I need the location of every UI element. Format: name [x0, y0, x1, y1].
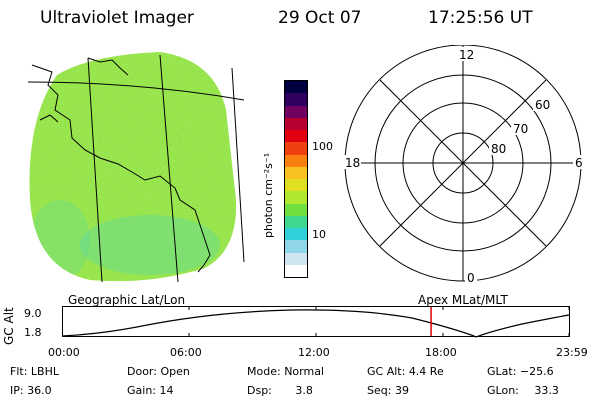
status-glon-value: 33.3 — [534, 384, 559, 397]
status-gain-value: 14 — [159, 384, 174, 397]
status-dsp: Dsp: 3.8 — [247, 384, 313, 397]
time-tick-0600: 06:00 — [170, 346, 202, 359]
status-flt: Flt: LBHL — [10, 365, 59, 378]
colorbar-stripe — [285, 117, 307, 130]
status-glat: GLat: −25.6 — [487, 365, 554, 378]
geo-grid — [27, 54, 245, 283]
status-glon: GLon: 33.3 — [487, 384, 559, 397]
date-label: 29 Oct 07 — [278, 8, 362, 28]
status-ip-value: 36.0 — [27, 384, 52, 397]
colorbar-unit-label: photon cm⁻²s⁻¹ — [262, 152, 275, 238]
mlt-label-0: 0 — [467, 271, 475, 285]
altitude-ytick-max: 9.0 — [24, 307, 42, 320]
status-seq-key: Seq: — [367, 384, 392, 397]
colorbar-stripe — [285, 203, 307, 216]
colorbar-tick-100: 100 — [312, 140, 333, 153]
colorbar-stripe — [285, 142, 307, 155]
status-gain: Gain: 14 — [127, 384, 174, 397]
status-seq: Seq: 39 — [367, 384, 409, 397]
status-dsp-key: Dsp: — [247, 384, 272, 397]
colorbar-stripe — [285, 191, 307, 204]
mlt-label-12: 12 — [459, 48, 474, 62]
time-tick-0000: 00:00 — [48, 346, 80, 359]
time-label: 17:25:56 UT — [428, 8, 533, 28]
colorbar-stripe — [285, 228, 307, 241]
status-door-key: Door: — [127, 365, 157, 378]
colorbar-stripe — [285, 130, 307, 143]
status-dsp-value: 3.8 — [295, 384, 313, 397]
status-flt-key: Flt: — [10, 365, 28, 378]
colorbar — [284, 80, 308, 278]
altitude-ylabel: GC Alt — [2, 307, 16, 345]
status-ip-key: IP: — [10, 384, 24, 397]
altitude-plot — [62, 306, 570, 338]
status-gcalt: GC Alt: 4.4 Re — [367, 365, 444, 378]
status-door-value: Open — [160, 365, 190, 378]
status-flt-value: LBHL — [30, 365, 59, 378]
colorbar-stripe — [285, 264, 307, 277]
status-mode-key: Mode: — [247, 365, 281, 378]
colorbar-stripe — [285, 81, 307, 94]
status-gain-key: Gain: — [127, 384, 156, 397]
coastline — [31, 57, 211, 273]
instrument-title: Ultraviolet Imager — [40, 8, 194, 28]
mlat-label-80: 80 — [491, 142, 506, 156]
colorbar-stripe — [285, 252, 307, 265]
status-gcalt-value: 4.4 Re — [408, 365, 444, 378]
colorbar-stripe — [285, 240, 307, 253]
status-glat-value: −25.6 — [519, 365, 554, 378]
colorbar-stripe — [285, 105, 307, 118]
colorbar-stripe — [285, 215, 307, 228]
colorbar-stripe — [285, 93, 307, 106]
status-mode: Mode: Normal — [247, 365, 324, 378]
status-mode-value: Normal — [284, 365, 324, 378]
colorbar-stripe — [285, 179, 307, 192]
status-door: Door: Open — [127, 365, 190, 378]
altitude-ytick-min: 1.8 — [24, 326, 42, 339]
colorbar-stripe — [285, 166, 307, 179]
polar-plot: 12 18 6 0 60 70 80 — [343, 45, 585, 285]
status-ip: IP: 36.0 — [10, 384, 52, 397]
apex-caption: Apex MLat/MLT — [418, 293, 508, 307]
mlt-label-18: 18 — [345, 156, 360, 170]
status-seq-value: 39 — [394, 384, 409, 397]
colorbar-stripe — [285, 154, 307, 167]
status-glon-key: GLon: — [487, 384, 519, 397]
time-tick-1200: 12:00 — [298, 346, 330, 359]
mlat-label-70: 70 — [513, 122, 528, 136]
mlt-label-6: 6 — [575, 156, 583, 170]
geographic-caption: Geographic Lat/Lon — [68, 293, 186, 307]
altitude-curve — [62, 309, 570, 338]
status-glat-key: GLat: — [487, 365, 517, 378]
colorbar-tick-10: 10 — [312, 228, 326, 241]
mlat-label-60: 60 — [535, 98, 550, 112]
time-tick-2359: 23:59 — [556, 346, 588, 359]
status-gcalt-key: GC Alt: — [367, 365, 406, 378]
time-tick-1800: 18:00 — [425, 346, 457, 359]
